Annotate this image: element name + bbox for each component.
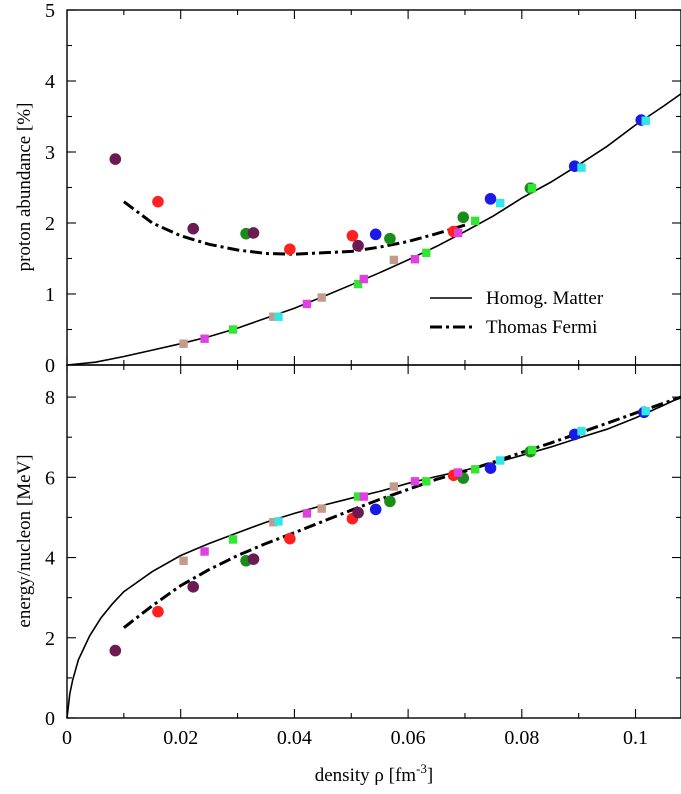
bottom-data-point-square (470, 465, 480, 474)
top-data-point-circle (284, 243, 296, 256)
bottom-y-tick-label: 4 (45, 548, 55, 570)
x-axis-label: density ρ [fm-3] (315, 761, 433, 786)
top-y-tick-label: 5 (45, 0, 55, 22)
bottom-data-point-square (317, 504, 326, 513)
top-data-point-circle (346, 229, 359, 242)
bottom-data-point-square (422, 477, 431, 486)
top-data-point-square (389, 255, 399, 265)
bottom-data-point-square (302, 509, 312, 518)
top-data-point-square (641, 116, 650, 125)
top-data-point-square (200, 334, 209, 343)
top-plot-frame (66, 9, 681, 366)
x-tick-label: 0.06 (391, 727, 426, 749)
bottom-data-point-square (389, 482, 399, 491)
bottom-data-point-square (641, 406, 650, 416)
bottom-y-tick-label: 0 (45, 708, 55, 730)
bottom-y-tick-label: 8 (45, 387, 55, 409)
bottom-data-point-square (496, 456, 505, 465)
bottom-lines (66, 395, 681, 719)
top-data-point-square (527, 184, 537, 193)
bottom-data-point-square (453, 468, 463, 477)
bottom-data-point-square (410, 477, 420, 486)
bottom-y-tick-label: 6 (45, 467, 55, 489)
bottom-data-point-circle (152, 605, 164, 618)
top-panel: 0 1 2 3 4 5 Homog. Matter Thomas Fermi proton… (14, 0, 681, 377)
x-tick-label: 0.08 (504, 727, 539, 749)
bottom-data-point-circle (352, 506, 364, 519)
top-data-point-square (228, 325, 238, 334)
top-data-point-circle (109, 153, 122, 165)
x-axis-label-close: ] (427, 765, 433, 786)
legend: Homog. Matter Thomas Fermi (430, 288, 604, 338)
top-data-point-square (410, 255, 420, 264)
bottom-ticks: 0 2 4 6 8 0 0.02 0.04 0.06 0.08 0.1 (45, 365, 681, 749)
bottom-data-point-circle (484, 462, 497, 474)
top-y-tick-label: 4 (45, 71, 55, 93)
x-axis-label-main: density ρ [fm (315, 765, 417, 786)
top-y-tick-label: 1 (45, 284, 55, 306)
top-data-point-circle (352, 239, 364, 252)
top-data-point-circle (247, 227, 260, 239)
bottom-data-point-circle (284, 532, 296, 545)
top-ticks: 0 1 2 3 4 5 (45, 0, 681, 377)
bottom-data-point-square (228, 535, 238, 544)
bottom-data-point-circle (369, 503, 382, 516)
x-tick-label: 0.02 (163, 727, 198, 749)
top-data-point-circle (152, 195, 164, 208)
top-data-point-circle (384, 232, 396, 245)
x-tick-label: 0 (62, 727, 72, 749)
bottom-data-point-square (274, 517, 283, 526)
bottom-data-point-square (179, 556, 188, 565)
legend-label-homog: Homog. Matter (486, 288, 604, 309)
top-data-point-square (302, 299, 312, 309)
bottom-line-homog-matter (66, 396, 681, 719)
top-points (109, 114, 650, 348)
top-data-point-square (179, 339, 188, 348)
top-data-point-square (577, 163, 586, 172)
top-data-point-square (496, 198, 505, 208)
bottom-data-point-square (527, 445, 537, 455)
top-data-point-square (359, 274, 368, 284)
top-data-point-circle (369, 228, 382, 241)
top-y-tick-label: 0 (45, 355, 55, 377)
bottom-line-thomas-fermi (122, 395, 681, 629)
bottom-data-point-square (200, 547, 209, 556)
top-lines (66, 93, 681, 366)
bottom-data-point-circle (384, 495, 396, 508)
bottom-y-axis-label: energy/nucleon [MeV] (14, 454, 35, 627)
bottom-data-point-circle (247, 553, 260, 565)
top-data-point-square (353, 279, 363, 289)
bottom-y-tick-label: 2 (45, 628, 55, 650)
bottom-data-point-square (269, 518, 278, 527)
top-y-tick-label: 3 (45, 142, 55, 164)
top-data-point-square (422, 248, 431, 258)
bottom-data-point-circle (109, 644, 122, 657)
top-data-point-circle (457, 211, 470, 224)
top-data-point-square (269, 312, 278, 321)
top-data-point-square (274, 312, 283, 321)
bottom-data-point-square (359, 492, 368, 501)
bottom-data-point-square (353, 492, 363, 501)
bottom-plot-frame (66, 364, 681, 719)
top-y-tick-label: 2 (45, 213, 55, 235)
top-data-point-square (317, 293, 326, 302)
top-data-point-circle (187, 222, 200, 235)
x-tick-label: 0.1 (623, 727, 648, 749)
top-data-point-square (470, 216, 480, 226)
top-data-point-square (453, 228, 463, 238)
x-axis-label-exponent: -3 (416, 761, 427, 776)
top-data-point-circle (484, 193, 497, 205)
x-tick-label: 0.04 (277, 727, 312, 749)
bottom-data-point-circle (187, 581, 200, 593)
bottom-panel: 0 2 4 6 8 0 0.02 0.04 0.06 0.08 0.1 energy/nucleon… (14, 364, 681, 786)
legend-label-thomas-fermi: Thomas Fermi (486, 317, 597, 338)
top-y-axis-label: proton abundance [%] (14, 103, 35, 272)
top-line-homog-matter (66, 93, 681, 366)
bottom-data-point-square (577, 426, 586, 436)
bottom-points (109, 406, 650, 657)
